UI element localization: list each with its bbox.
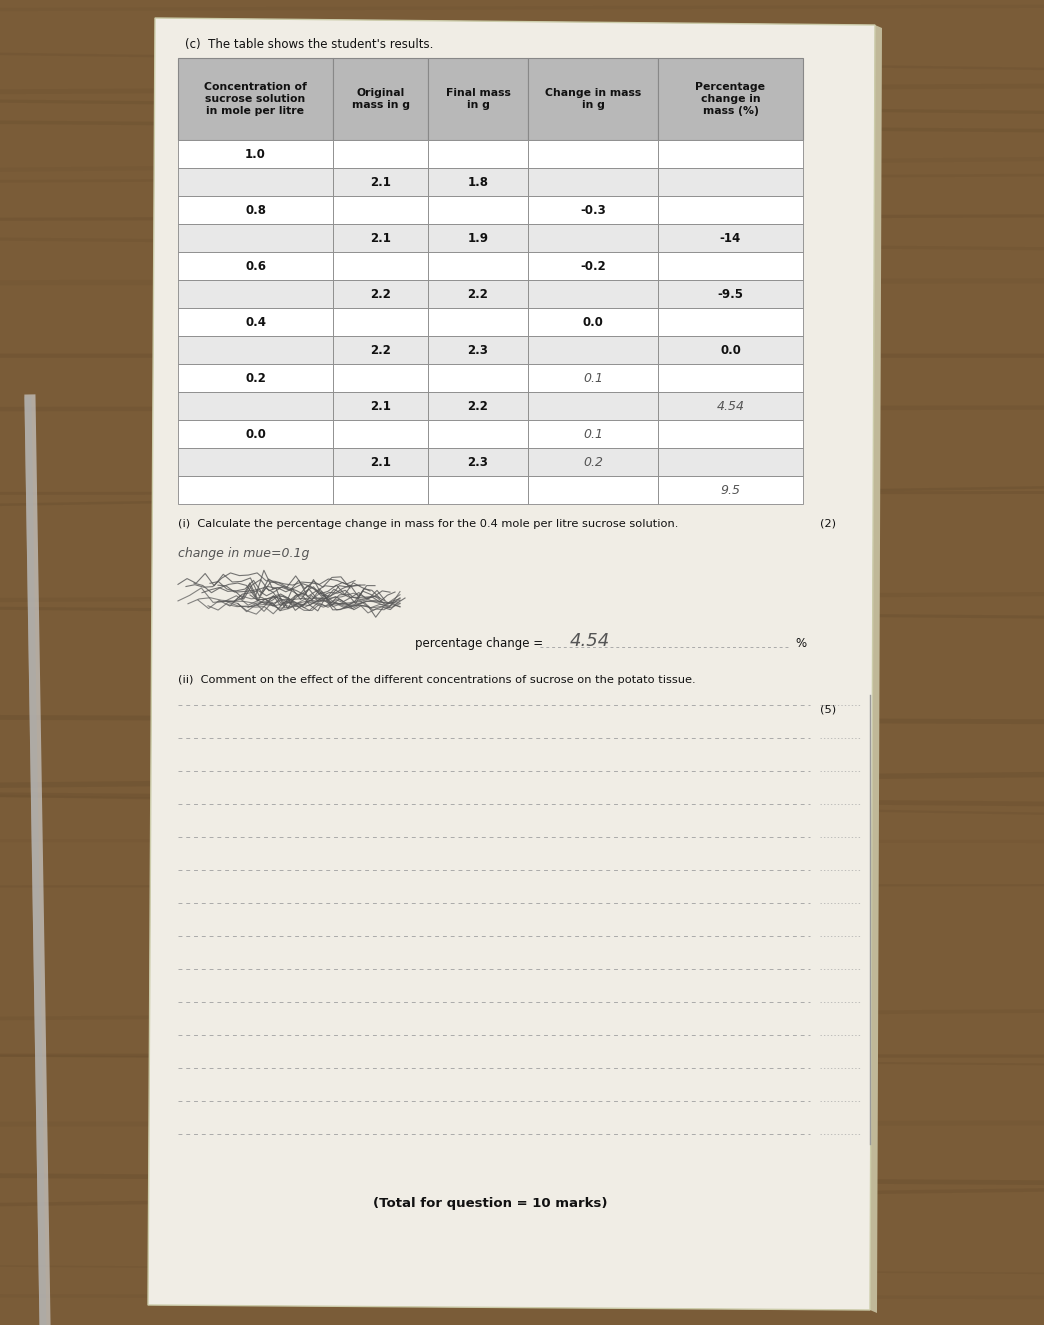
Text: 2.2: 2.2 [468,288,489,301]
FancyBboxPatch shape [333,448,428,476]
Polygon shape [870,25,882,1313]
FancyBboxPatch shape [658,448,803,476]
FancyBboxPatch shape [528,448,658,476]
Text: 4.54: 4.54 [570,632,611,651]
Text: (c)  The table shows the student's results.: (c) The table shows the student's result… [185,38,433,50]
FancyBboxPatch shape [528,307,658,337]
FancyBboxPatch shape [177,337,333,364]
Text: 2.1: 2.1 [370,175,390,188]
Text: 1.0: 1.0 [245,147,266,160]
Text: 0.6: 0.6 [245,260,266,273]
FancyBboxPatch shape [528,337,658,364]
FancyBboxPatch shape [333,420,428,448]
FancyBboxPatch shape [658,140,803,168]
FancyBboxPatch shape [177,224,333,252]
FancyBboxPatch shape [528,224,658,252]
Text: 2.3: 2.3 [468,343,489,356]
FancyBboxPatch shape [177,420,333,448]
FancyBboxPatch shape [177,364,333,392]
FancyBboxPatch shape [658,252,803,280]
FancyBboxPatch shape [177,140,333,168]
FancyBboxPatch shape [658,196,803,224]
FancyBboxPatch shape [333,307,428,337]
FancyBboxPatch shape [528,196,658,224]
FancyBboxPatch shape [333,476,428,504]
Text: Concentration of
sucrose solution
in mole per litre: Concentration of sucrose solution in mol… [204,82,307,115]
Text: 0.1: 0.1 [583,371,603,384]
FancyBboxPatch shape [428,58,528,140]
Text: Change in mass
in g: Change in mass in g [545,89,641,110]
FancyBboxPatch shape [333,168,428,196]
FancyBboxPatch shape [528,420,658,448]
Text: -14: -14 [720,232,741,245]
FancyBboxPatch shape [528,168,658,196]
FancyBboxPatch shape [658,364,803,392]
Text: 9.5: 9.5 [720,484,740,497]
FancyBboxPatch shape [333,337,428,364]
Text: 0.2: 0.2 [583,456,603,469]
FancyBboxPatch shape [333,224,428,252]
Text: 2.1: 2.1 [370,232,390,245]
Text: 0.0: 0.0 [720,343,741,356]
Text: 0.0: 0.0 [245,428,266,440]
FancyBboxPatch shape [428,280,528,307]
FancyBboxPatch shape [428,420,528,448]
Text: 0.8: 0.8 [245,204,266,216]
Text: 2.2: 2.2 [468,400,489,412]
FancyBboxPatch shape [428,224,528,252]
FancyBboxPatch shape [428,448,528,476]
FancyBboxPatch shape [333,392,428,420]
Text: (2): (2) [820,519,836,529]
FancyBboxPatch shape [333,58,428,140]
Text: (Total for question = 10 marks): (Total for question = 10 marks) [373,1196,608,1210]
FancyBboxPatch shape [528,58,658,140]
Text: 0.4: 0.4 [245,315,266,329]
FancyBboxPatch shape [177,392,333,420]
Text: %: % [794,637,806,651]
Text: 0.1: 0.1 [583,428,603,440]
FancyBboxPatch shape [658,392,803,420]
FancyBboxPatch shape [428,252,528,280]
FancyBboxPatch shape [177,476,333,504]
FancyBboxPatch shape [658,476,803,504]
FancyBboxPatch shape [333,140,428,168]
FancyBboxPatch shape [528,280,658,307]
FancyBboxPatch shape [428,476,528,504]
FancyBboxPatch shape [333,252,428,280]
FancyBboxPatch shape [658,224,803,252]
Text: Original
mass in g: Original mass in g [352,89,409,110]
FancyBboxPatch shape [658,168,803,196]
Text: Final mass
in g: Final mass in g [446,89,511,110]
Text: 0.0: 0.0 [583,315,603,329]
FancyBboxPatch shape [428,364,528,392]
FancyBboxPatch shape [428,196,528,224]
FancyBboxPatch shape [333,196,428,224]
FancyBboxPatch shape [177,252,333,280]
Text: 1.8: 1.8 [468,175,489,188]
FancyBboxPatch shape [177,196,333,224]
FancyBboxPatch shape [333,364,428,392]
FancyBboxPatch shape [428,392,528,420]
Polygon shape [148,19,875,1310]
FancyBboxPatch shape [528,140,658,168]
FancyBboxPatch shape [658,58,803,140]
FancyBboxPatch shape [528,476,658,504]
FancyBboxPatch shape [528,252,658,280]
Text: -0.3: -0.3 [580,204,606,216]
FancyBboxPatch shape [428,140,528,168]
FancyBboxPatch shape [658,420,803,448]
FancyBboxPatch shape [428,337,528,364]
FancyBboxPatch shape [428,168,528,196]
FancyBboxPatch shape [177,58,333,140]
FancyBboxPatch shape [177,448,333,476]
Text: 2.1: 2.1 [370,456,390,469]
FancyBboxPatch shape [177,280,333,307]
Text: 0.2: 0.2 [245,371,266,384]
Text: (ii)  Comment on the effect of the different concentrations of sucrose on the po: (ii) Comment on the effect of the differ… [177,674,695,685]
Text: change in mue=0.1g: change in mue=0.1g [177,547,309,560]
FancyBboxPatch shape [658,307,803,337]
Text: Percentage
change in
mass (%): Percentage change in mass (%) [695,82,765,115]
FancyBboxPatch shape [177,168,333,196]
Text: 2.2: 2.2 [370,288,390,301]
